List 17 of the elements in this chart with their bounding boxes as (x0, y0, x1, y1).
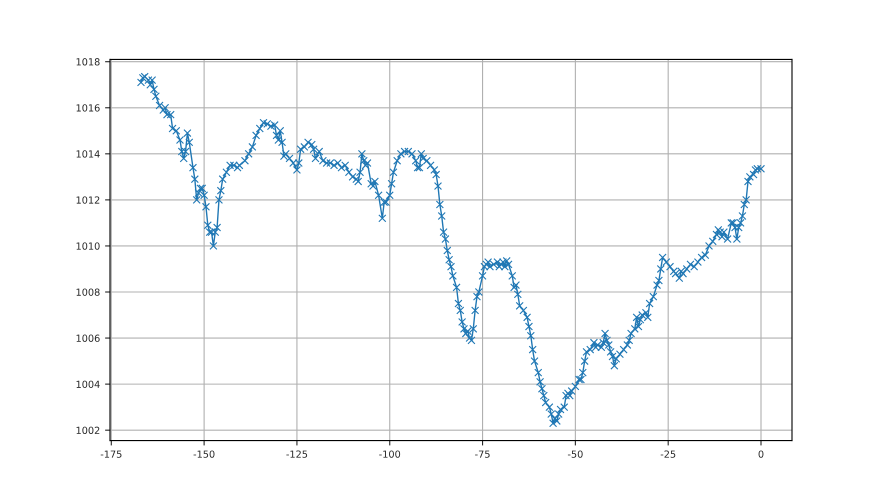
x-tick-label: -25 (660, 450, 676, 458)
x-tick-label: -150 (194, 450, 214, 458)
x-tick-label: -75 (475, 450, 490, 458)
y-tick-label: 1002 (76, 426, 100, 434)
y-tick-label: 1006 (76, 334, 100, 342)
x-tick-label: -50 (568, 450, 583, 458)
y-tick-label: 1004 (76, 380, 100, 388)
y-tick-label: 1008 (76, 288, 100, 296)
y-tick-label: 1014 (76, 150, 100, 158)
y-tick-label: 1012 (76, 196, 100, 204)
x-tick-label: -125 (286, 450, 308, 458)
y-tick-label: 1010 (76, 242, 100, 250)
x-tick-label: 0 (758, 450, 764, 458)
x-tick-label: -175 (100, 450, 122, 458)
y-tick-label: 1016 (76, 104, 100, 112)
x-tick-label: -100 (379, 450, 400, 458)
y-tick-label: 1018 (76, 58, 100, 66)
